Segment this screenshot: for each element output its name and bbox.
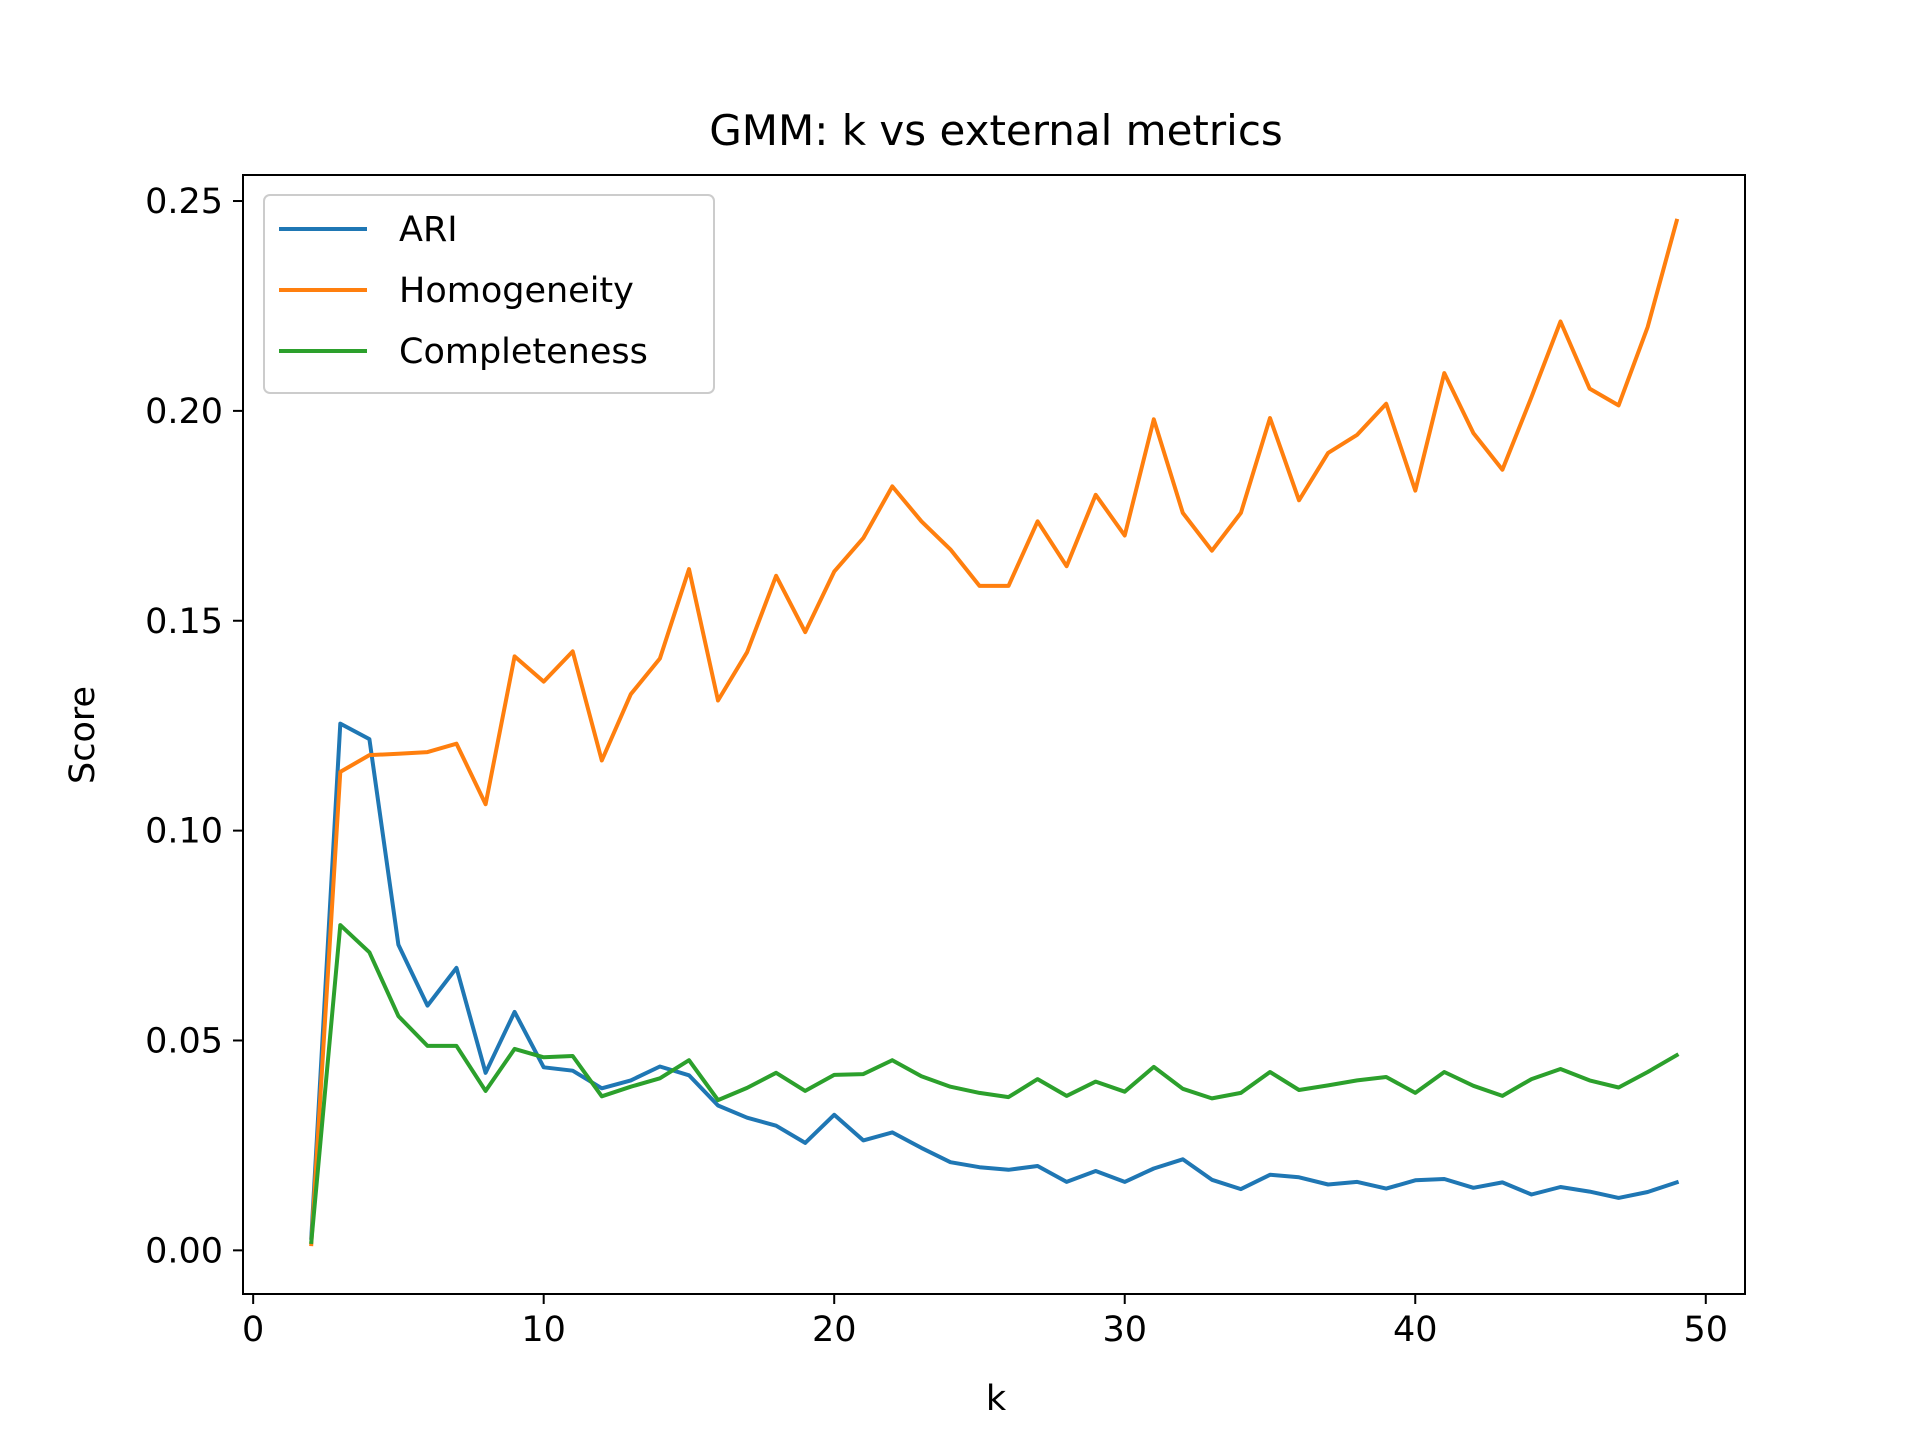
y-tick-label: 0.10 bbox=[145, 812, 223, 852]
x-tick-label: 0 bbox=[242, 1310, 264, 1350]
series-line-homogeneity bbox=[309, 218, 1680, 1247]
legend-label-ari: ARI bbox=[399, 210, 458, 250]
legend-label-homogeneity: Homogeneity bbox=[399, 271, 634, 311]
y-tick-label: 0.25 bbox=[145, 182, 223, 222]
series-layer bbox=[309, 218, 1680, 1247]
x-tick-label: 40 bbox=[1393, 1310, 1438, 1350]
chart-title: GMM: k vs external metrics bbox=[709, 106, 1283, 155]
y-axis-label: Score bbox=[63, 686, 103, 784]
y-tick-label: 0.05 bbox=[145, 1021, 223, 1061]
x-tick-label: 20 bbox=[812, 1310, 857, 1350]
y-tick-label: 0.15 bbox=[145, 602, 223, 642]
x-axis-ticks: 0 10 20 30 40 50 bbox=[242, 1294, 1728, 1350]
x-tick-label: 10 bbox=[521, 1310, 566, 1350]
legend: ARI Homogeneity Completeness bbox=[263, 194, 715, 394]
legend-label-completeness: Completeness bbox=[399, 332, 648, 372]
legend-box bbox=[263, 194, 715, 394]
series-line-completeness bbox=[309, 923, 1680, 1245]
x-tick-label: 30 bbox=[1102, 1310, 1147, 1350]
y-axis-ticks: 0.00 0.05 0.10 0.15 0.20 0.25 bbox=[145, 182, 243, 1271]
legend-entries: ARI Homogeneity Completeness bbox=[279, 210, 648, 372]
series-line-ari bbox=[309, 721, 1680, 1240]
y-tick-label: 0.20 bbox=[145, 392, 223, 432]
x-tick-label: 50 bbox=[1684, 1310, 1729, 1350]
x-axis-label: k bbox=[986, 1379, 1007, 1419]
y-tick-label: 0.00 bbox=[145, 1231, 223, 1271]
plot-frame bbox=[242, 174, 1746, 1295]
